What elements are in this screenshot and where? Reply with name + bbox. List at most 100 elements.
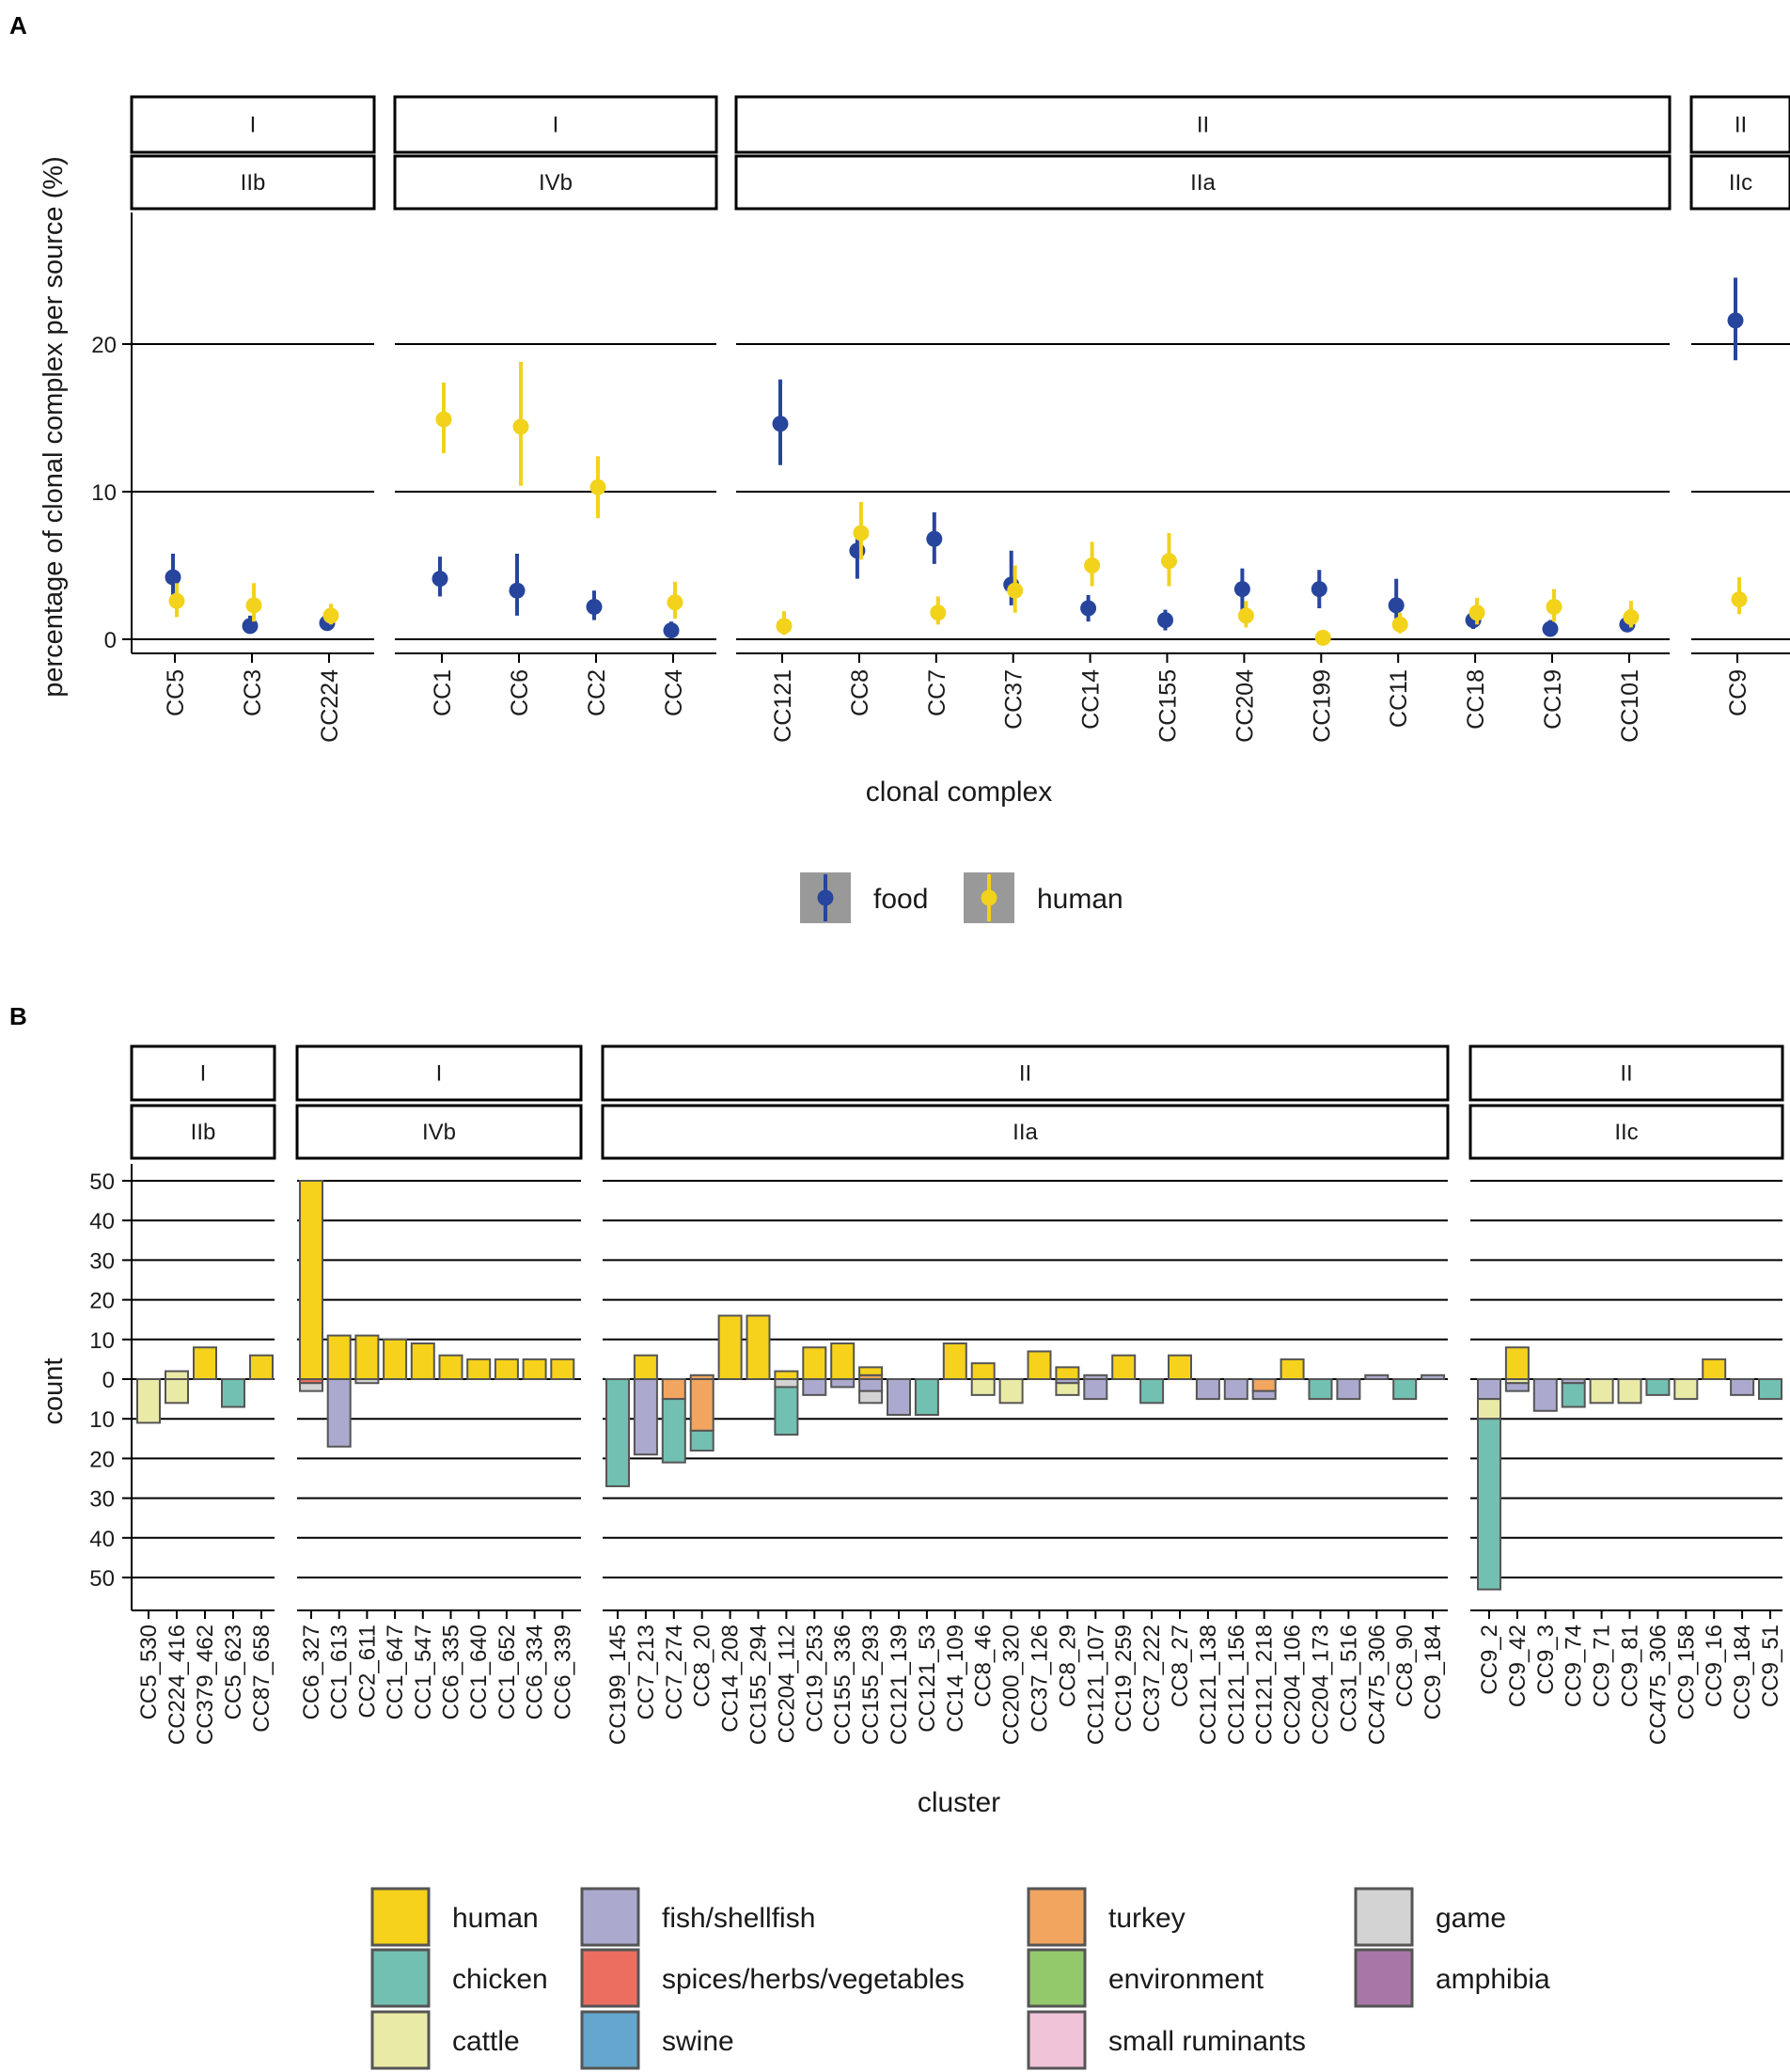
x-tick-label: CC121 — [770, 669, 796, 743]
x-tick-label: CC8_27 — [1168, 1625, 1193, 1707]
bar-segment-human — [494, 1358, 519, 1381]
legend-key-turkey — [1027, 1887, 1087, 1947]
legend-label: environment — [1108, 1964, 1264, 1995]
x-tick-label: CC6_334 — [523, 1625, 548, 1719]
bar-segment-human — [466, 1358, 492, 1381]
food-point — [1388, 597, 1405, 614]
x-tick-label: CC204_173 — [1309, 1625, 1334, 1745]
legend-key-swine — [580, 2010, 640, 2070]
bar-segment-cattle — [1477, 1398, 1501, 1421]
x-tick-label: CC8_20 — [690, 1625, 715, 1707]
facet-strip-sublineage-label: IIb — [191, 1120, 216, 1145]
bar-segment-human — [438, 1354, 463, 1381]
bar-segment-human — [802, 1346, 827, 1380]
x-tick-label: CC204_112 — [774, 1625, 799, 1743]
facet-strip-lineage-label: I — [553, 113, 559, 138]
legend-label-human: human — [1037, 884, 1123, 915]
bar-segment-fish-shellfish — [1421, 1373, 1446, 1381]
bar-segment-fish-shellfish — [1336, 1378, 1361, 1401]
facet-strip-lineage — [734, 95, 1672, 154]
x-tick-label: CC9_184 — [1730, 1625, 1755, 1719]
x-tick-label: CC19_253 — [802, 1625, 827, 1733]
bar-segment-game — [858, 1389, 884, 1405]
x-tick-label: CC9_3 — [1533, 1625, 1559, 1695]
x-tick-label: CC18 — [1463, 669, 1489, 730]
bar-segment-human — [1111, 1354, 1137, 1381]
legend-key-spices-herbs-vegetables — [580, 1948, 640, 2008]
human-point — [322, 607, 339, 624]
x-tick-label: CC3 — [240, 669, 266, 716]
bar-segment-cattle — [1055, 1382, 1080, 1396]
x-tick-label: CC6_327 — [299, 1625, 324, 1719]
x-tick-label: CC121_139 — [887, 1625, 912, 1745]
food-point — [165, 569, 181, 586]
bar-segment-human — [354, 1334, 380, 1380]
y-tick-label: 10 — [91, 480, 117, 506]
x-tick-label: CC121_53 — [915, 1625, 940, 1733]
human-point — [435, 411, 452, 428]
facet-strip-lineage — [1689, 95, 1790, 154]
food-point — [663, 622, 680, 639]
bar-segment-fish-shellfish — [1477, 1378, 1501, 1401]
y-tick-label: 20 — [89, 1289, 115, 1314]
bar-segment-fish-shellfish — [830, 1378, 856, 1389]
legend-key-human — [370, 1887, 431, 1947]
panel-label-a: A — [9, 11, 27, 39]
x-tick-label: CC200_320 — [999, 1625, 1025, 1745]
facet-strip-sublineage-label: IIa — [1013, 1120, 1038, 1145]
legend-label: swine — [662, 2026, 734, 2057]
facet-strip-sublineage — [601, 1104, 1450, 1160]
x-tick-label: CC8_29 — [1055, 1625, 1080, 1707]
facet-strip-sublineage — [130, 154, 376, 211]
human-point — [512, 418, 529, 435]
x-tick-label: CC155 — [1155, 669, 1182, 743]
human-point — [1007, 582, 1024, 599]
food-point — [242, 618, 259, 635]
bar-segment-chicken — [1758, 1378, 1782, 1401]
facet-strip-lineage — [130, 95, 376, 154]
legend-key-amphibia — [1354, 1948, 1414, 2008]
bar-segment-chicken — [221, 1378, 245, 1408]
bar-segment-fish-shellfish — [1532, 1378, 1558, 1412]
x-tick-label: CC224 — [317, 669, 343, 743]
facet-strip-lineage — [601, 1044, 1450, 1102]
legend-label: chicken — [452, 1964, 548, 1995]
x-tick-label: CC101 — [1617, 669, 1643, 743]
x-tick-label: CC14_208 — [718, 1625, 744, 1733]
x-tick-label: CC121_107 — [1083, 1625, 1108, 1745]
bar-segment-turkey — [689, 1378, 714, 1432]
facet-strip-sublineage — [130, 1104, 276, 1160]
y-tick-label: 50 — [89, 1566, 115, 1592]
bar-segment-human — [942, 1342, 967, 1381]
human-point — [1084, 557, 1101, 573]
bar-segment-fish-shellfish — [1195, 1378, 1220, 1401]
x-tick-label: CC14_109 — [943, 1625, 968, 1733]
x-tick-label: CC1 — [430, 669, 456, 716]
y-axis-title: count — [39, 1358, 69, 1425]
legend-label: amphibia — [1436, 1964, 1550, 1995]
x-tick-label: CC6_335 — [439, 1625, 464, 1719]
x-tick-label: CC5 — [163, 669, 189, 716]
panel-a-dot-chart: 0 10 20 percentage of clonal complex per so… — [39, 95, 1790, 923]
bar-segment-human — [249, 1354, 274, 1381]
x-tick-label: CC9_16 — [1702, 1625, 1727, 1707]
y-tick-label: 10 — [89, 1328, 115, 1354]
food-point — [1311, 581, 1327, 598]
food-point — [926, 530, 943, 547]
bar-segment-chicken — [1561, 1382, 1586, 1408]
x-tick-label: CC7 — [924, 669, 950, 716]
x-tick-label: CC1_647 — [383, 1625, 408, 1719]
human-point — [930, 604, 947, 621]
x-tick-label: CC6 — [507, 669, 533, 716]
x-tick-label: CC121_138 — [1196, 1625, 1221, 1745]
x-tick-label: CC121_218 — [1252, 1625, 1278, 1745]
legend-key-small-ruminants — [1027, 2010, 1087, 2070]
x-tick-label: CC155_293 — [858, 1625, 884, 1745]
bar-segment-turkey — [1251, 1378, 1277, 1392]
legend-key-point — [981, 889, 997, 906]
x-tick-label: CC8 — [847, 669, 873, 716]
y-tick-label: 10 — [89, 1407, 115, 1433]
facet-strip-sublineage — [1468, 1104, 1784, 1160]
panel-label-b: B — [9, 1002, 27, 1030]
